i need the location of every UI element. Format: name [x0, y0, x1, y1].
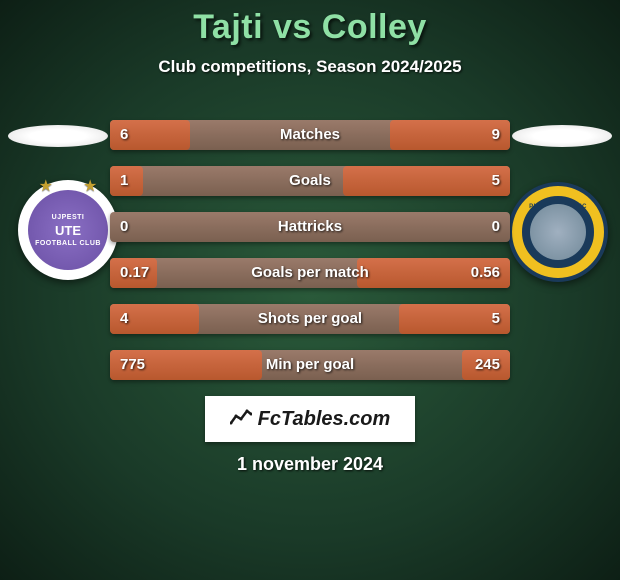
- fctables-icon: [230, 407, 252, 431]
- stat-row: 45Shots per goal: [110, 304, 510, 334]
- stat-label: Hattricks: [110, 212, 510, 242]
- stat-label: Shots per goal: [110, 304, 510, 334]
- stat-row: 15Goals: [110, 166, 510, 196]
- stat-row: 0.170.56Goals per match: [110, 258, 510, 288]
- comparison-card: Tajti vs Colley Club competitions, Seaso…: [0, 0, 620, 580]
- badge-left-text-top: UJPESTI: [52, 214, 85, 221]
- stat-label: Matches: [110, 120, 510, 150]
- club-badge-left: ★ ★ UJPESTI UTE FOOTBALL CLUB: [18, 180, 118, 280]
- date-label: 1 november 2024: [0, 454, 620, 475]
- stat-row: 69Matches: [110, 120, 510, 150]
- oval-right: [512, 125, 612, 147]
- stat-row: 00Hattricks: [110, 212, 510, 242]
- title: Tajti vs Colley: [0, 0, 620, 47]
- subtitle: Club competitions, Season 2024/2025: [0, 57, 620, 77]
- badge-left-text-bot: FOOTBALL CLUB: [35, 240, 101, 247]
- badge-left-text-mid: UTE: [55, 223, 81, 238]
- stat-label: Goals: [110, 166, 510, 196]
- fctables-watermark: FcTables.com: [205, 396, 415, 442]
- stat-label: Goals per match: [110, 258, 510, 288]
- fctables-label: FcTables.com: [258, 408, 391, 431]
- stat-row: 775245Min per goal: [110, 350, 510, 380]
- badge-left-inner: UJPESTI UTE FOOTBALL CLUB: [28, 190, 108, 270]
- stat-label: Min per goal: [110, 350, 510, 380]
- oval-left: [8, 125, 108, 147]
- badge-right-center: [530, 204, 586, 260]
- club-badge-right: PUSKÁS FERENC FELCSÚT: [508, 182, 608, 282]
- stats-container: 69Matches 15Goals 00Hattricks 0.170.56Goals…: [110, 120, 510, 396]
